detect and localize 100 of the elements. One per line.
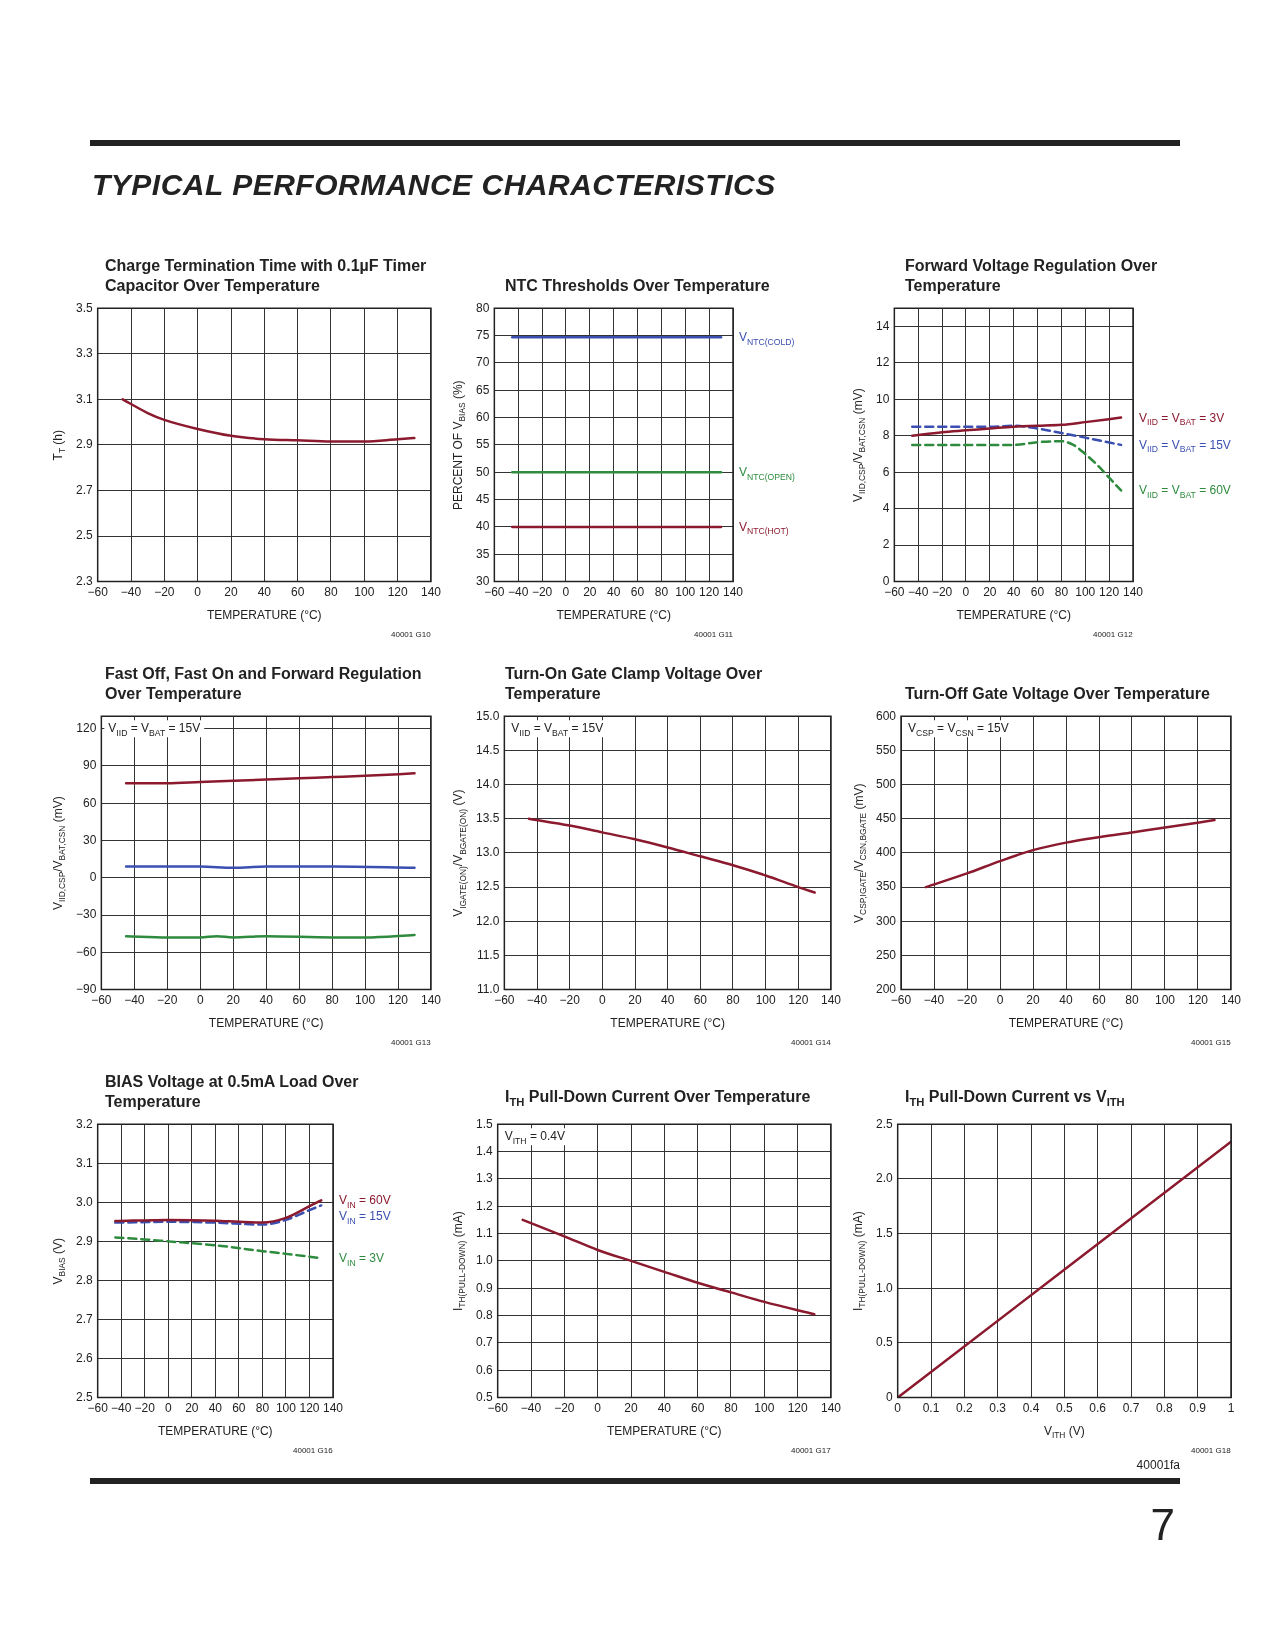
y-tick-label: 12.5 xyxy=(476,879,500,894)
x-tick-label: −40 xyxy=(908,585,929,600)
x-tick-label: 40 xyxy=(259,993,274,1008)
y-tick-label: 2.0 xyxy=(875,1171,893,1186)
x-tick-label: −40 xyxy=(124,993,145,1008)
y-tick-label: 11.0 xyxy=(476,981,500,996)
x-tick-label: −20 xyxy=(559,993,581,1008)
text: 40001 G10 xyxy=(390,630,431,639)
x-tick-label: 60 xyxy=(630,585,645,600)
y-tick-label: 0 xyxy=(885,1389,893,1404)
line-series xyxy=(114,1204,323,1226)
x-tick-label: 0 xyxy=(562,585,570,600)
y-tick-label: 2.5 xyxy=(75,1389,93,1404)
x-axis-title: TEMPERATURE (°C) xyxy=(955,608,1072,622)
x-tick-label: 0 xyxy=(194,585,202,600)
x-tick-label: −20 xyxy=(154,585,175,600)
x-tick-label: 0 xyxy=(962,585,970,600)
x-tick-label: 20 xyxy=(226,993,241,1008)
text: 7 xyxy=(1150,1500,1175,1550)
y-tick-label: 2 xyxy=(882,537,890,552)
x-tick-label: 60 xyxy=(232,1401,246,1416)
x-tick-label: 0 xyxy=(196,993,204,1008)
y-tick-label: 3.1 xyxy=(75,1155,93,1170)
y-tick-label: 300 xyxy=(875,913,897,928)
y-tick-label: 50 xyxy=(475,464,490,479)
x-tick-label: 100 xyxy=(675,585,696,600)
y-tick-label: 0 xyxy=(89,870,97,885)
x-axis-title: TEMPERATURE (°C) xyxy=(555,608,672,622)
x-tick-label: 0 xyxy=(594,1401,602,1416)
x-tick-label: 20 xyxy=(624,1401,638,1416)
y-tick-label: 80 xyxy=(475,300,490,315)
line-series xyxy=(924,818,1216,889)
x-tick-label: 1 xyxy=(1227,1401,1235,1416)
chart-title: Charge Termination Time with 0.1µF Timer Capacitor Over Temperature xyxy=(105,256,428,296)
y-tick-label: 14 xyxy=(875,318,890,333)
y-tick-label: 11.5 xyxy=(476,947,500,962)
y-tick-label: 3.0 xyxy=(75,1194,93,1209)
x-tick-label: 0.9 xyxy=(1189,1401,1207,1416)
x-tick-label: 140 xyxy=(420,993,442,1008)
x-tick-label: −40 xyxy=(520,1401,542,1416)
x-tick-label: 0.6 xyxy=(1089,1401,1107,1416)
y-tick-label: 0.9 xyxy=(475,1280,493,1295)
x-tick-label: 20 xyxy=(628,993,642,1008)
x-tick-label: −60 xyxy=(494,993,515,1008)
x-axis-title: TEMPERATURE (°C) xyxy=(1007,1016,1125,1030)
y-tick-label: 2.5 xyxy=(875,1116,893,1131)
y-tick-label: 14.5 xyxy=(476,742,500,757)
x-tick-label: 20 xyxy=(1026,993,1040,1008)
y-tick-label: 12 xyxy=(875,355,890,370)
x-tick-label: 120 xyxy=(1099,585,1120,600)
x-tick-label: 120 xyxy=(788,993,809,1008)
y-tick-label: 30 xyxy=(475,573,490,588)
y-tick-label: 60 xyxy=(83,795,97,810)
x-tick-label: 60 xyxy=(292,993,307,1008)
x-tick-label: 140 xyxy=(722,585,744,600)
y-tick-label: 10 xyxy=(875,391,890,406)
text: 40001 G15 xyxy=(1190,1038,1231,1047)
x-tick-label: −20 xyxy=(157,993,178,1008)
x-tick-label: 100 xyxy=(1154,993,1176,1008)
y-tick-label: 30 xyxy=(83,832,97,847)
y-tick-label: 0.8 xyxy=(475,1307,493,1322)
y-tick-label: 1.5 xyxy=(875,1225,893,1240)
y-tick-label: 1.4 xyxy=(475,1143,493,1158)
y-tick-label: 2.8 xyxy=(75,1272,93,1287)
text: 40001 G17 xyxy=(790,1446,831,1455)
x-tick-label: 120 xyxy=(787,1401,808,1416)
x-tick-label: 0.1 xyxy=(922,1401,940,1416)
y-tick-label: 13.0 xyxy=(476,845,500,860)
x-tick-label: −40 xyxy=(508,585,529,600)
y-tick-label: 200 xyxy=(875,981,897,996)
x-axis-title: TEMPERATURE (°C) xyxy=(606,1424,723,1438)
text: TYPICAL PERFORMANCE CHARACTERISTICS xyxy=(92,168,776,202)
x-tick-label: 100 xyxy=(755,993,776,1008)
y-tick-label: −30 xyxy=(76,907,97,922)
y-tick-label: 3.5 xyxy=(75,300,93,315)
x-tick-label: 140 xyxy=(420,585,442,600)
x-tick-label: 40 xyxy=(1006,585,1021,600)
x-tick-label: 20 xyxy=(185,1401,199,1416)
x-tick-label: 120 xyxy=(1187,993,1209,1008)
y-tick-label: 0.5 xyxy=(475,1389,493,1404)
y-tick-label: 2.7 xyxy=(75,1311,93,1326)
x-tick-label: 60 xyxy=(693,993,708,1008)
x-tick-label: 60 xyxy=(1092,993,1106,1008)
line-series xyxy=(527,817,816,894)
chart-title: NTC Thresholds Over Temperature xyxy=(505,276,770,296)
y-tick-label: 35 xyxy=(475,546,490,561)
x-tick-label: −40 xyxy=(526,993,548,1008)
x-tick-label: 80 xyxy=(726,993,740,1008)
x-tick-label: −20 xyxy=(931,585,953,600)
x-tick-label: −40 xyxy=(120,585,142,600)
y-tick-label: 2.7 xyxy=(75,482,93,497)
y-tick-label: 0 xyxy=(882,573,890,588)
y-tick-label: 65 xyxy=(475,382,490,397)
x-tick-label: 100 xyxy=(1075,585,1096,600)
x-tick-label: 0 xyxy=(164,1401,172,1416)
x-tick-label: 100 xyxy=(355,993,376,1008)
x-tick-label: 40 xyxy=(257,585,272,600)
y-tick-label: 550 xyxy=(875,742,897,757)
y-tick-label: 13.5 xyxy=(476,811,500,826)
x-tick-label: 40 xyxy=(208,1401,223,1416)
